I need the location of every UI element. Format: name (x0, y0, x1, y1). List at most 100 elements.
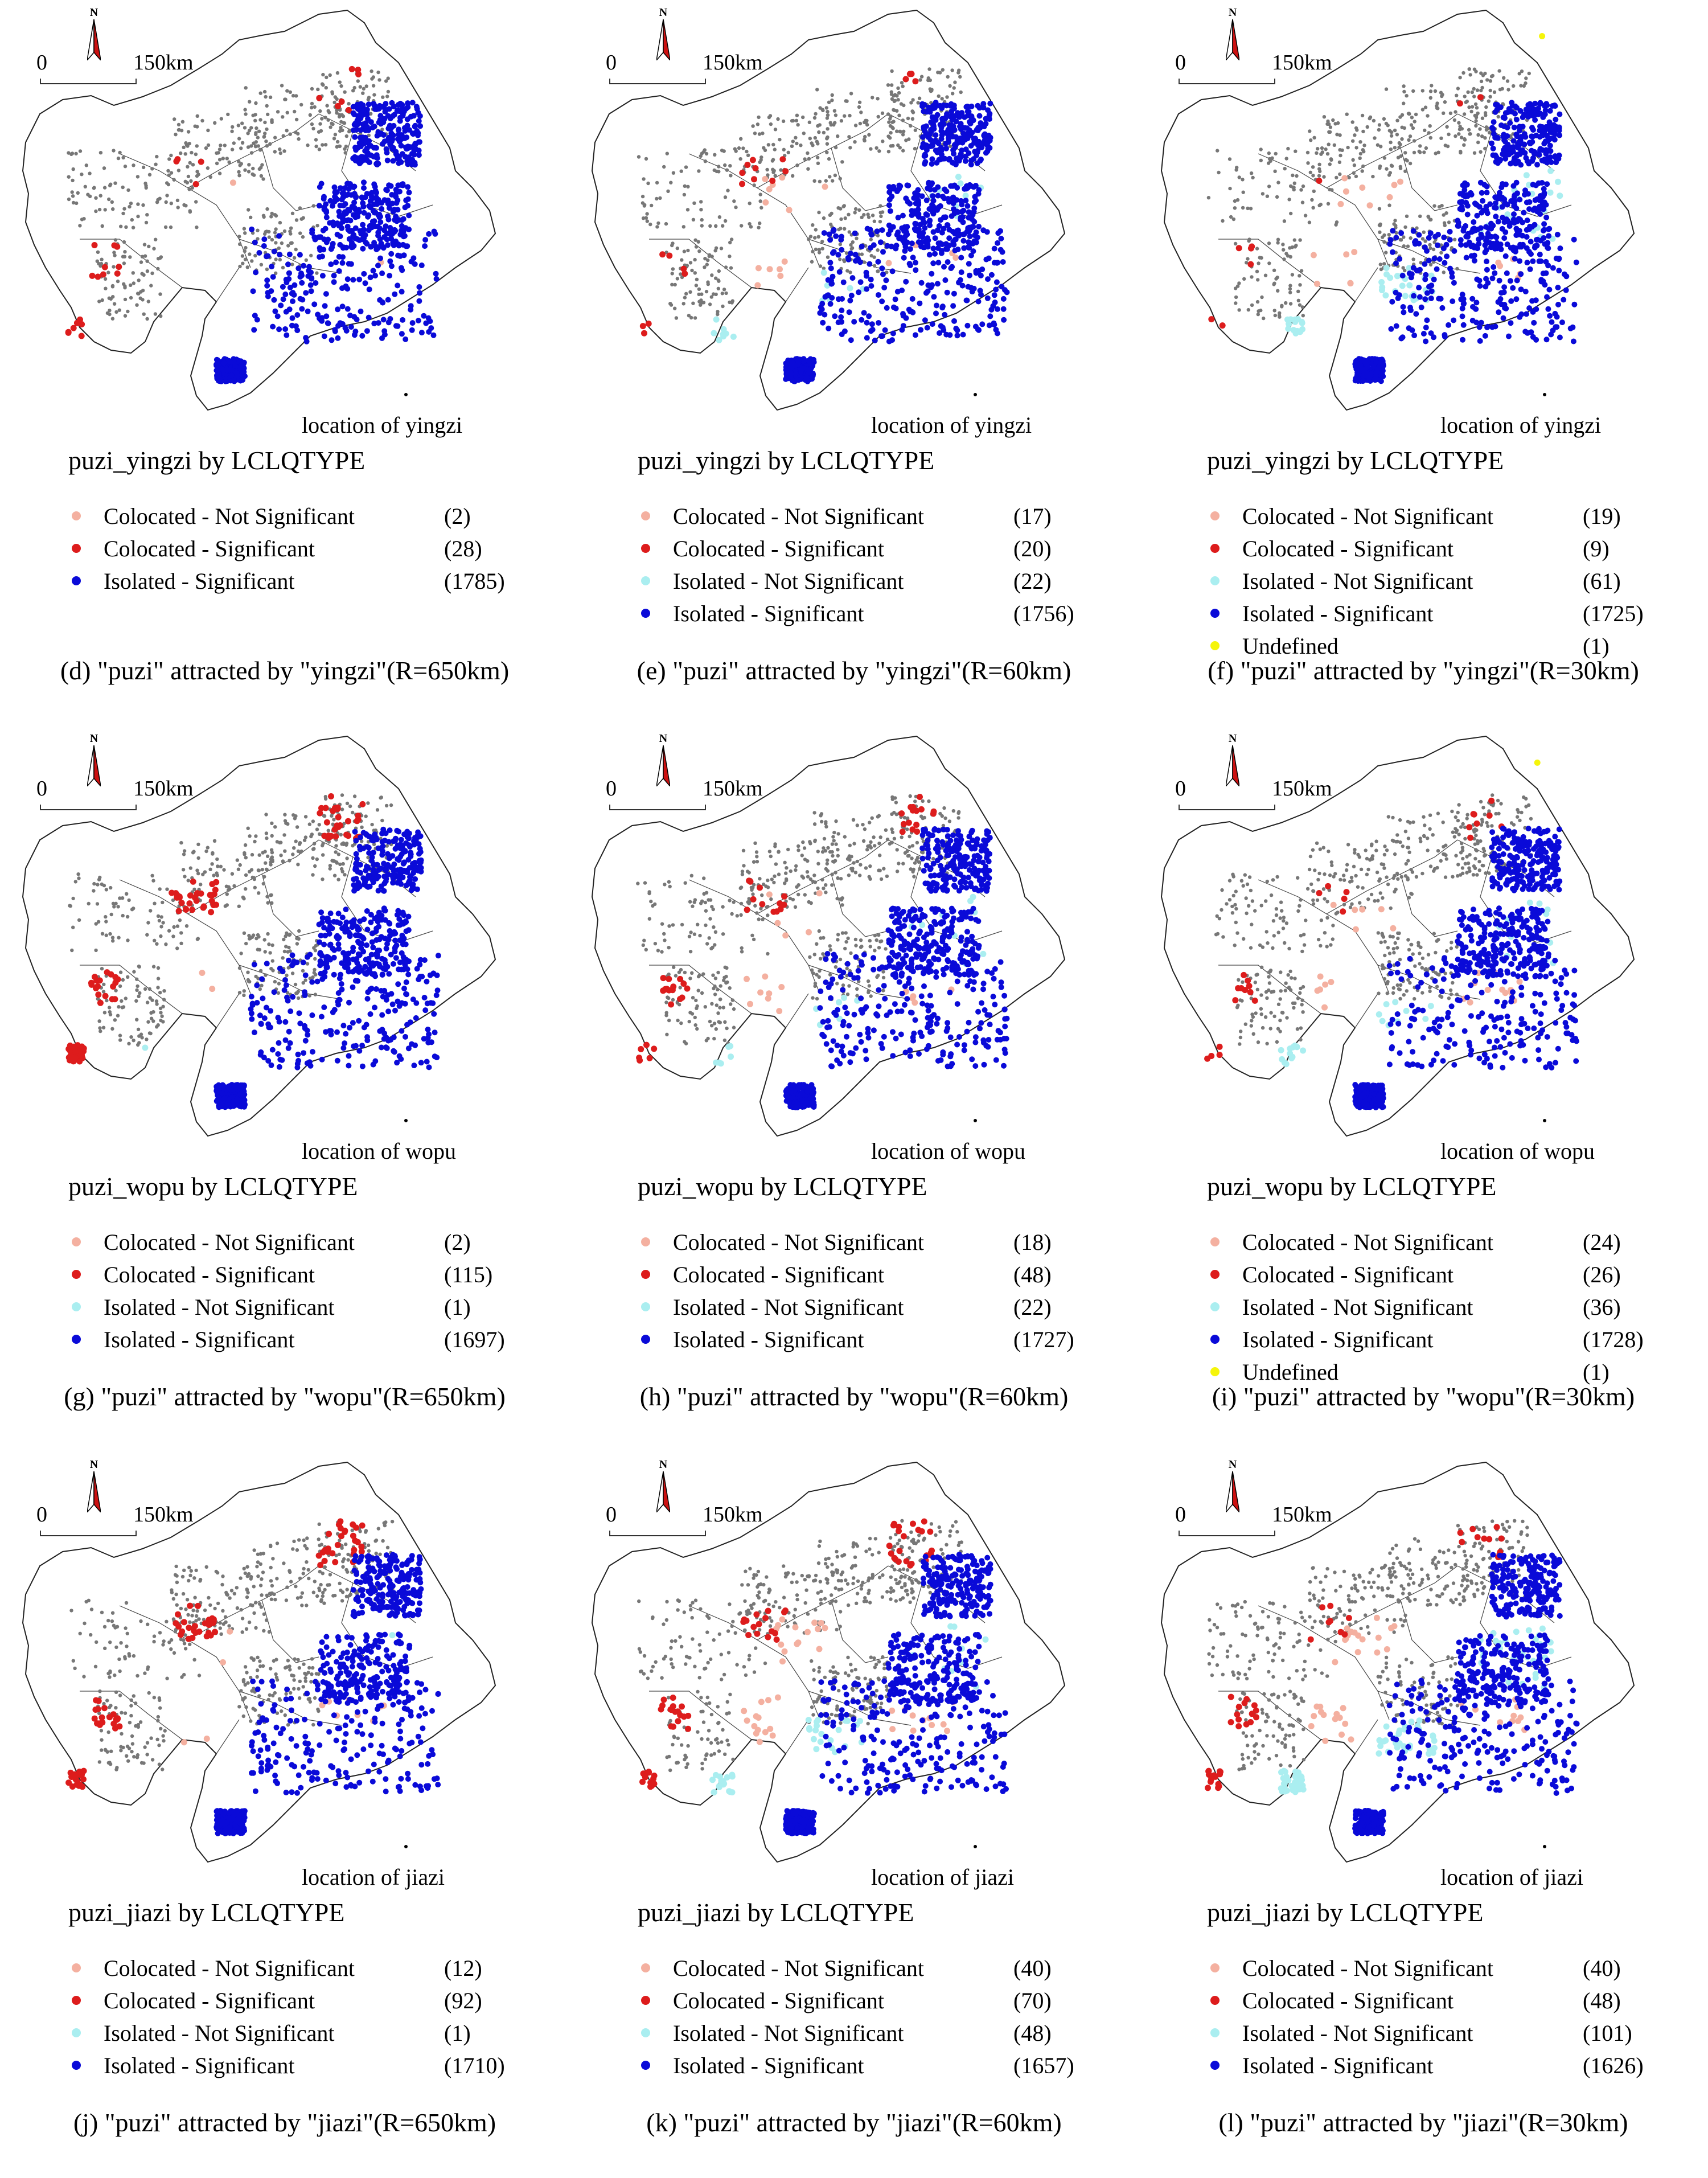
point-isolated-significant (1457, 237, 1464, 243)
background-point (1273, 169, 1277, 173)
background-point (77, 918, 81, 922)
background-point (1247, 237, 1251, 241)
background-point (1361, 148, 1365, 152)
background-point (176, 128, 181, 132)
background-point (790, 144, 794, 148)
point-isolated-significant (864, 319, 870, 326)
point-isolated-significant (371, 181, 377, 187)
point-isolated-significant (1460, 301, 1467, 307)
point-colocated-not-significant (1359, 184, 1366, 191)
point-isolated-significant (381, 227, 387, 233)
point-isolated-significant (968, 252, 974, 259)
background-point (104, 920, 108, 924)
point-isolated-significant (360, 121, 366, 128)
background-point (258, 969, 263, 973)
background-point (1475, 113, 1479, 117)
point-isolated-significant (215, 359, 221, 365)
point-colocated-not-significant (1337, 200, 1344, 207)
background-point (757, 225, 761, 229)
point-colocated-significant (902, 76, 909, 83)
background-point (286, 244, 290, 248)
background-point (1316, 147, 1320, 151)
point-isolated-significant (904, 239, 910, 245)
point-isolated-significant (1004, 289, 1010, 296)
point-isolated-significant (794, 362, 800, 368)
background-point (863, 260, 867, 264)
scale-start: 0 (36, 51, 47, 75)
background-point (381, 95, 385, 99)
point-isolated-significant (975, 298, 982, 305)
background-point (313, 949, 318, 953)
background-point (150, 873, 154, 877)
background-point (721, 304, 725, 309)
background-point (265, 207, 269, 211)
point-isolated-significant (905, 182, 912, 188)
point-isolated-significant (333, 259, 339, 265)
point-isolated-significant (943, 331, 950, 338)
background-point (851, 240, 855, 244)
background-point (136, 202, 140, 206)
background-point (1272, 309, 1276, 313)
background-point (821, 108, 825, 113)
background-point (1352, 171, 1356, 175)
point-isolated-significant (867, 261, 873, 267)
point-isolated-significant (220, 367, 226, 373)
background-point (190, 186, 194, 190)
point-isolated-significant (1426, 257, 1432, 264)
background-point (282, 229, 287, 233)
background-point (290, 211, 295, 215)
point-isolated-significant (1502, 305, 1508, 311)
point-isolated-significant (1516, 228, 1522, 234)
background-point (385, 95, 389, 99)
background-point (952, 86, 956, 90)
background-point (820, 247, 824, 251)
point-colocated-not-significant (1397, 178, 1403, 185)
point-isolated-significant (376, 120, 382, 126)
point-isolated-significant (1510, 138, 1517, 144)
background-point (1327, 142, 1331, 146)
background-point (285, 973, 289, 978)
point-isolated-significant (353, 194, 359, 200)
point-colocated-significant (752, 165, 759, 171)
background-point (1261, 192, 1265, 196)
background-point (710, 255, 714, 259)
background-point (307, 994, 311, 998)
background-point (186, 165, 190, 169)
background-point (1288, 302, 1293, 306)
point-isolated-significant (849, 275, 856, 281)
background-point (337, 144, 342, 149)
point-isolated-significant (221, 360, 227, 366)
background-point (317, 147, 322, 151)
background-point (179, 129, 184, 133)
point-isolated-significant (417, 123, 424, 129)
background-point (285, 110, 289, 114)
background-point (876, 97, 880, 101)
background-point (679, 169, 683, 173)
background-point (1389, 130, 1394, 134)
background-point (684, 292, 688, 296)
background-point (662, 165, 666, 169)
point-isolated-significant (308, 288, 314, 294)
point-isolated-significant (828, 265, 834, 272)
background-point (1360, 113, 1365, 118)
point-isolated-significant (376, 211, 383, 218)
background-point (126, 309, 130, 314)
background-point (741, 146, 745, 150)
point-isolated-significant (385, 242, 391, 248)
background-point (256, 228, 260, 232)
background-point (822, 266, 826, 270)
legend-label: Colocated - Significant (104, 536, 315, 561)
background-point (1337, 160, 1342, 165)
background-point (296, 996, 301, 1000)
background-point (279, 840, 283, 844)
background-point (335, 71, 340, 75)
background-point (902, 129, 906, 133)
background-point (872, 219, 876, 223)
point-isolated-significant (409, 327, 415, 333)
point-isolated-significant (905, 199, 911, 205)
background-point (807, 237, 811, 241)
point-isolated-significant (403, 243, 409, 249)
point-isolated-significant (926, 206, 933, 212)
point-isolated-significant (1380, 362, 1386, 368)
point-isolated-significant (836, 269, 843, 275)
